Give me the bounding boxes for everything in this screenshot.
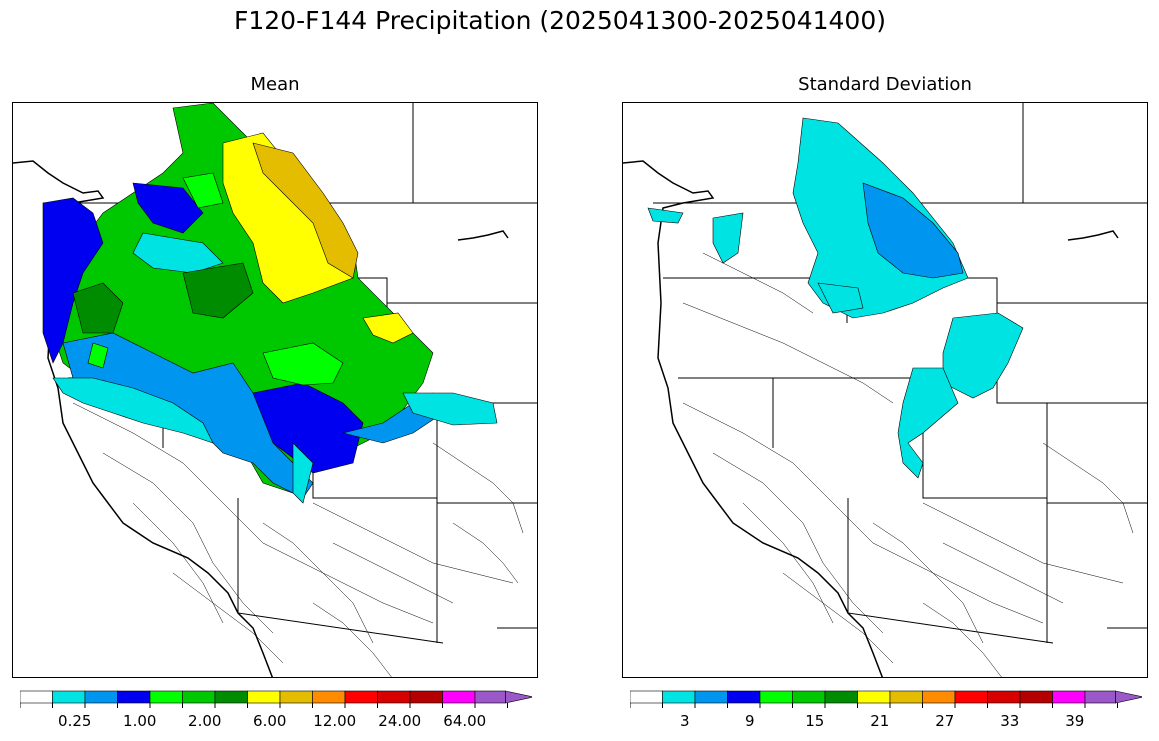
mean-colorbar-swatch <box>117 690 151 704</box>
mean-map <box>12 102 538 678</box>
mean-colorbar-swatch <box>182 690 216 704</box>
mean-colorbar-swatch <box>52 690 86 704</box>
mean-colorbar-swatch <box>20 690 53 704</box>
sd-colorbar-swatch <box>1084 690 1116 704</box>
mean-precip-regions <box>42 103 498 504</box>
sd-colorbar-swatch <box>694 690 728 704</box>
sd-colorbar-swatch <box>824 690 858 704</box>
sd-colorbar-swatch <box>1019 690 1053 704</box>
sd-colorbar-tick-label: 27 <box>935 712 955 730</box>
sd-colorbar-tick-label: 9 <box>744 712 755 730</box>
mean-colorbar-tick-label: 64.00 <box>443 712 487 730</box>
figure-title: F120-F144 Precipitation (2025041300-2025… <box>233 6 886 35</box>
mean-colorbar-tick-label: 12.00 <box>313 712 357 730</box>
sd-colorbar-swatch <box>889 690 923 704</box>
mean-colorbar-swatch <box>409 690 443 704</box>
sd-colorbar-swatch <box>1052 690 1086 704</box>
mean-colorbar-swatch <box>312 690 346 704</box>
sd-colorbar-swatch <box>922 690 956 704</box>
sd-map <box>622 102 1148 678</box>
basin-outlines <box>682 252 1134 677</box>
sd-colorbar-swatch <box>630 690 663 704</box>
mean-colorbar-swatch <box>344 690 378 704</box>
mean-colorbar-swatch <box>442 690 476 704</box>
sd-colorbar-tick-label: 15 <box>805 712 825 730</box>
coastline <box>623 160 884 677</box>
sd-colorbar-swatch <box>792 690 826 704</box>
sd-colorbar-tick-label: 39 <box>1065 712 1085 730</box>
sd-colorbar-swatch <box>727 690 761 704</box>
basin-outlines <box>72 402 524 677</box>
mean-colorbar-swatch <box>377 690 411 704</box>
sd-colorbar-swatch <box>954 690 988 704</box>
sd-colorbar-tick-label: 3 <box>679 712 690 730</box>
sd-colorbar-tick-label: 33 <box>1000 712 1020 730</box>
mean-colorbar-tick-label: 6.00 <box>253 712 287 730</box>
mean-colorbar-tick-label: 24.00 <box>378 712 422 730</box>
mean-colorbar <box>20 690 532 710</box>
mean-panel-title: Mean <box>250 74 300 95</box>
mean-colorbar-swatch <box>474 690 506 704</box>
coastline <box>13 160 274 677</box>
mean-colorbar-swatch <box>84 690 118 704</box>
sd-colorbar-swatch <box>987 690 1021 704</box>
sd-colorbar <box>630 690 1142 710</box>
sd-panel-title: Standard Deviation <box>798 74 972 95</box>
sd-colorbar-swatch <box>759 690 793 704</box>
mean-colorbar-tick-label: 1.00 <box>123 712 157 730</box>
mean-colorbar-swatch <box>279 690 313 704</box>
mean-colorbar-swatch <box>214 690 248 704</box>
sd-colorbar-swatch <box>662 690 696 704</box>
mean-colorbar-tick-label: 2.00 <box>188 712 222 730</box>
sd-regions <box>647 117 1024 479</box>
sd-colorbar-tick-label: 21 <box>870 712 890 730</box>
mean-colorbar-swatch <box>247 690 281 704</box>
mean-colorbar-swatch <box>149 690 183 704</box>
sd-colorbar-swatch <box>857 690 891 704</box>
mean-colorbar-tick-label: 0.25 <box>58 712 92 730</box>
